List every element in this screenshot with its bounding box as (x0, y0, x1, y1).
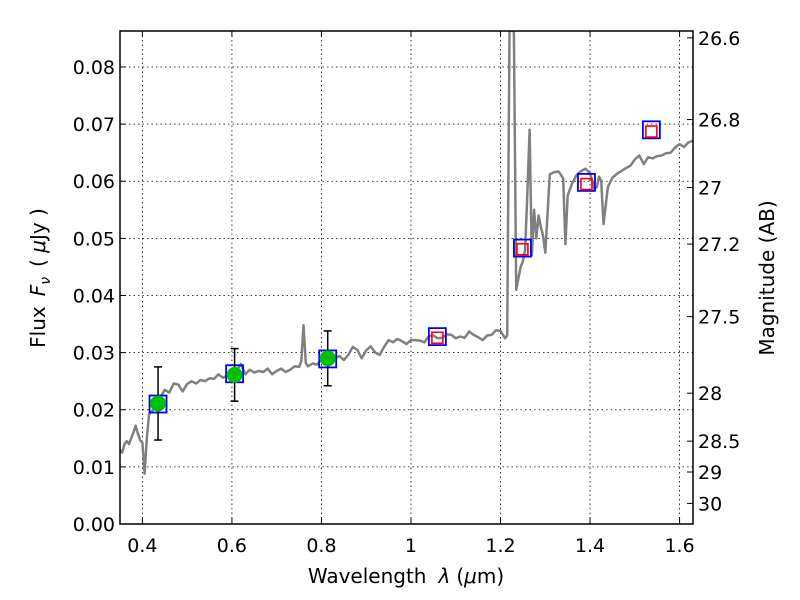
y2-tick-label: 29 (698, 462, 722, 484)
x-axis-label: Wavelength λ (μm) (308, 564, 504, 588)
model-photometry-point (641, 120, 661, 140)
x-tick-label: 1.6 (664, 535, 694, 557)
y-tick-label: 0.06 (73, 171, 115, 193)
x-tick-label: 0.6 (217, 535, 247, 557)
model-photometry-point (427, 327, 447, 347)
x-tick-label: 0.4 (127, 535, 157, 557)
y2-axis-label: Magnitude (AB) (755, 200, 779, 355)
x-tick-label: 1.4 (575, 535, 605, 557)
model-spectrum-line (120, 31, 693, 475)
non-detection-point (645, 125, 658, 138)
grid-lines (120, 31, 693, 524)
non-detection-point (431, 331, 444, 345)
y2-tick-label: 27.5 (698, 307, 740, 329)
y-tick-label: 0.03 (73, 343, 115, 365)
x-tick-label: 1.2 (485, 535, 515, 557)
y-tick-label: 0.08 (73, 57, 115, 79)
y-tick-label: 0.02 (73, 400, 115, 422)
y2-tick-label: 30 (698, 493, 722, 515)
x-tick-label: 0.8 (306, 535, 336, 557)
model-photometry-point (577, 172, 596, 192)
detection-point (226, 366, 243, 383)
detection-point (150, 395, 167, 412)
plot-area (120, 31, 693, 475)
y-tick-label: 0.00 (73, 514, 115, 536)
model-photometry-point (513, 238, 532, 258)
plot-frame (119, 30, 694, 525)
detection-point (319, 350, 336, 367)
x-tick-label: 1 (405, 535, 417, 557)
y-tick-label: 0.01 (73, 457, 115, 479)
y2-tick-label: 28 (698, 383, 722, 405)
y2-tick-label: 26.8 (698, 110, 740, 132)
y-tick-label: 0.07 (73, 114, 115, 136)
y2-tick-label: 27 (698, 178, 722, 200)
y-axis-label: FluxFν( μJy ) (26, 208, 54, 348)
y-tick-label: 0.05 (73, 228, 115, 250)
y-tick-label: 0.04 (73, 285, 115, 307)
y2-tick-label: 26.6 (698, 28, 740, 50)
y2-tick-label: 27.2 (698, 234, 740, 256)
y2-tick-label: 28.5 (698, 431, 740, 453)
tick-marks (120, 31, 693, 525)
non-detection-point (580, 177, 593, 191)
non-detection-point (516, 242, 529, 256)
